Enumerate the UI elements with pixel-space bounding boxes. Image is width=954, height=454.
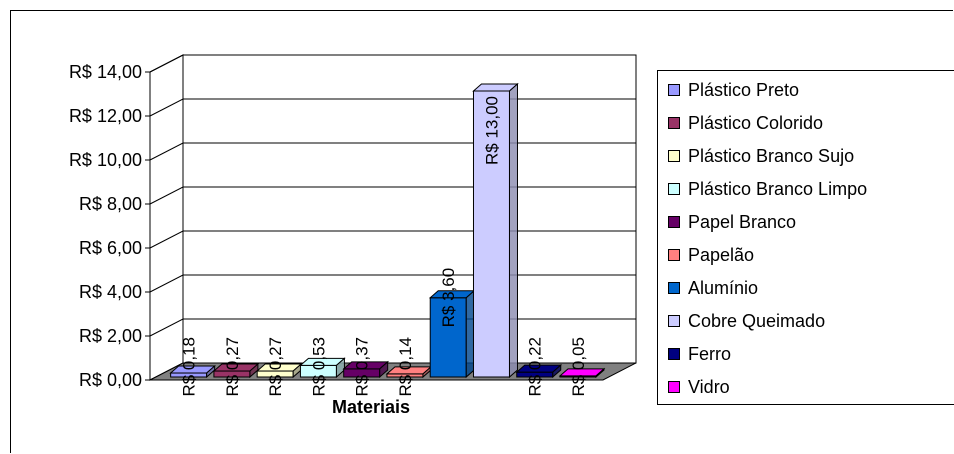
- bar-side-shade: [336, 358, 345, 377]
- legend-label: Plástico Colorido: [688, 112, 824, 133]
- bar: [169, 364, 216, 379]
- legend-swatch: [668, 216, 680, 228]
- legend-item: Papelão: [668, 244, 754, 266]
- legend-label: Alumínio: [688, 277, 759, 298]
- legend-item: Vidro: [668, 376, 730, 398]
- back-wall: [182, 54, 637, 364]
- legend-label: Plástico Preto: [688, 79, 800, 100]
- y-tick-label: R$ 2,00: [79, 326, 142, 346]
- legend-label: Papelão: [688, 244, 755, 265]
- y-tick-label: R$ 4,00: [79, 282, 142, 302]
- gridline: [149, 54, 636, 73]
- legend-item: Alumínio: [668, 277, 758, 299]
- data-label: R$ 0,05: [569, 337, 588, 397]
- legend-swatch: [668, 315, 680, 327]
- data-label: R$ 0,37: [353, 337, 372, 397]
- legend-label: Plástico Branco Limpo: [688, 178, 868, 199]
- x-axis-label: Materiais: [332, 397, 410, 417]
- bar-side-shade: [596, 368, 605, 377]
- bar-side-shade: [422, 366, 431, 377]
- chart-area: [10, 10, 953, 453]
- y-tick-label: R$ 12,00: [69, 106, 142, 126]
- bar: [428, 289, 476, 379]
- side-wall: [149, 54, 184, 381]
- bar: [385, 365, 433, 379]
- bar-side-shade: [509, 84, 518, 377]
- legend-swatch: [668, 183, 680, 195]
- bar-side-shade: [552, 365, 561, 377]
- legend-swatch: [668, 249, 680, 261]
- bar-side-shade: [293, 364, 302, 377]
- data-label: R$ 3,60: [439, 268, 458, 328]
- bar-side: [552, 364, 562, 379]
- data-label: R$ 0,27: [223, 337, 242, 397]
- y-tick-label: R$ 14,00: [69, 62, 142, 82]
- data-label: R$ 0,18: [180, 337, 199, 397]
- bar: [472, 82, 519, 379]
- bar-front: [472, 90, 510, 378]
- legend-swatch: [668, 282, 680, 294]
- bar-side-shade: [249, 364, 258, 377]
- bar-side: [379, 360, 389, 379]
- bar: [558, 367, 606, 379]
- data-label: R$ 0,53: [309, 337, 328, 397]
- bar: [299, 357, 346, 379]
- y-tick-label: R$ 8,00: [79, 194, 142, 214]
- data-label: R$ 13,00: [482, 96, 501, 165]
- legend-label: Papel Branco: [688, 211, 797, 232]
- data-label: R$ 0,14: [396, 337, 415, 397]
- legend: Plástico Preto Plástico Colorido Plástico …: [657, 70, 954, 405]
- bar: [212, 362, 260, 379]
- bar-side-shade: [379, 361, 388, 377]
- bar-side-shade: [206, 366, 215, 377]
- legend-item: Papel Branco: [668, 211, 796, 233]
- legend-item: Plástico Preto: [668, 79, 799, 101]
- legend-label: Vidro: [688, 376, 730, 397]
- bar-side-shade: [466, 290, 475, 377]
- legend-item: Plástico Colorido: [668, 112, 823, 134]
- legend-swatch: [668, 117, 680, 129]
- legend-swatch: [668, 381, 680, 393]
- legend-label: Plástico Branco Sujo: [688, 145, 855, 166]
- legend-item: Cobre Queimado: [668, 310, 825, 332]
- data-label: R$ 0,22: [526, 337, 545, 397]
- y-tick-label: R$ 6,00: [79, 238, 142, 258]
- legend-item: Plástico Branco Sujo: [668, 145, 854, 167]
- data-label: R$ 0,27: [266, 337, 285, 397]
- legend-item: Plástico Branco Limpo: [668, 178, 867, 200]
- bar-side: [595, 367, 605, 379]
- bar: [342, 360, 390, 379]
- legend-swatch: [668, 348, 680, 360]
- bar: [515, 364, 563, 379]
- legend-label: Cobre Queimado: [688, 310, 826, 331]
- legend-item: Ferro: [668, 343, 731, 365]
- y-tick-label: R$ 0,00: [79, 370, 142, 390]
- legend-label: Ferro: [688, 343, 732, 364]
- legend-swatch: [668, 84, 680, 96]
- bar-front: [429, 297, 467, 378]
- legend-swatch: [668, 150, 680, 162]
- y-tick-label: R$ 10,00: [69, 150, 142, 170]
- bar-side: [508, 82, 518, 379]
